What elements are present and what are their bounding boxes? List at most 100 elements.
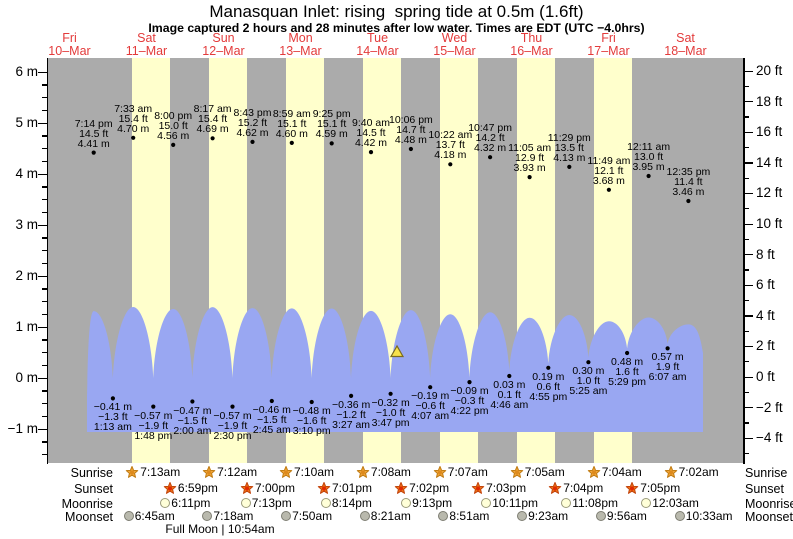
sunrise-icon [202, 465, 216, 479]
sunset-entry: 7:05pm [625, 481, 680, 495]
sunset-time: 6:59pm [177, 481, 218, 495]
m-axis-tick [37, 428, 47, 430]
low-tide-text-line: −0.46 m [252, 404, 291, 416]
moonset-time: 7:50am [292, 509, 333, 523]
sunrise-time: 7:07am [447, 465, 488, 479]
m-axis-tick [37, 224, 47, 226]
m-axis-tick [41, 441, 47, 443]
low-tide-text-line: 1.9 ft [655, 361, 680, 374]
sunrise-icon [664, 465, 678, 479]
high-tide-text-line: 3.46 m [672, 186, 705, 198]
sunrise-entry: 7:08am [356, 465, 411, 479]
moonset-time: 7:18am [213, 509, 254, 523]
ft-axis-label: −2 ft [756, 399, 783, 415]
high-tide-text-line: 11.4 ft [674, 176, 703, 188]
right-axis-line [743, 58, 745, 464]
m-axis-tick [41, 454, 47, 456]
high-tide-annotation: 11:29 pm 13.5 ft 4.13 m [541, 133, 597, 164]
ft-axis-label: 4 ft [756, 307, 775, 323]
high-tide-text-line: 15.1 ft [317, 118, 347, 131]
high-tide-text-line: 10:06 pm [389, 114, 433, 126]
low-tide-text-line: 0.57 m [651, 351, 684, 364]
ft-axis-tick [744, 147, 749, 149]
moonrise-row-label-left: Moonrise [61, 496, 113, 511]
low-tide-text-line: 0.03 m [493, 379, 526, 391]
high-tide-annotation: 8:59 am 15.1 ft 4.60 m [264, 109, 320, 140]
low-tide-annotation: 0.48 m 1.6 ft 5:29 pm [599, 357, 655, 388]
high-tide-text-line: 15.4 ft [197, 113, 228, 126]
low-tide-text-line: 2:30 pm [213, 429, 252, 442]
moonrise-icon [160, 497, 171, 508]
low-tide-text-line: 1:48 pm [134, 429, 173, 442]
high-tide-text-line: 8:00 pm [154, 109, 193, 122]
low-tide-text-line: 4:22 pm [450, 405, 489, 418]
low-tide-annotation: −0.19 m −0.6 ft 4:07 am [402, 390, 458, 422]
sunrise-time: 7:05am [524, 465, 565, 479]
low-tide-text-line: 1.0 ft [576, 375, 601, 388]
ft-axis-tick [744, 223, 753, 225]
high-tide-text-line: 3.93 m [513, 162, 546, 175]
moonrise-time: 9:13pm [412, 495, 453, 510]
low-tide-annotation: −0.48 m −1.6 ft 3:10 pm [284, 405, 340, 437]
high-tide-annotation: 11:49 am 12.1 ft 3.68 m [581, 156, 637, 187]
sunset-time: 7:02pm [409, 481, 450, 495]
sunset-time: 7:00pm [255, 481, 296, 495]
low-tide-annotation: −0.57 m −1.9 ft 1:48 pm [125, 410, 181, 442]
high-tide-text-line: 11:05 am [508, 142, 552, 155]
ft-axis-label: 16 ft [756, 124, 783, 140]
moonrise-entry: 10:11pm [481, 496, 538, 510]
low-tide-text-line: −0.19 m [411, 390, 450, 403]
day-date: 17–Mar [587, 44, 630, 58]
ft-axis-tick [744, 300, 749, 302]
moonset-entry: 7:50am [281, 509, 332, 523]
sunrise-time: 7:10am [294, 465, 335, 479]
sunrise-icon [510, 465, 524, 479]
moonrise-icon [401, 497, 412, 508]
m-axis-tick [37, 377, 47, 379]
high-tide-text-line: 15.1 ft [277, 117, 307, 130]
m-axis-tick [41, 339, 47, 341]
moonrise-row-label-right: Moonrise [745, 496, 793, 511]
left-axis-line [46, 58, 48, 464]
ft-axis-label: 20 ft [756, 63, 783, 78]
m-axis-tick [41, 390, 47, 392]
low-tide-text-line: −1.5 ft [177, 414, 208, 427]
high-tide-annotation: 8:43 pm 15.2 ft 4.62 m [225, 108, 281, 139]
high-tide-text-line: 9:40 am [352, 117, 390, 130]
high-tide-text-line: 4.18 m [434, 149, 467, 162]
sunset-row-label-right: Sunset [745, 482, 784, 496]
low-tide-text-line: −0.48 m [292, 405, 331, 417]
sunset-icon [471, 481, 485, 495]
low-tide-text-line: 5:29 pm [608, 376, 647, 388]
low-tide-text-line: −1.0 ft [375, 406, 406, 419]
m-axis-label: 5 m [15, 115, 38, 130]
ft-axis-label: −4 ft [756, 430, 783, 446]
m-axis-label: 0 m [15, 370, 38, 385]
day-name: Tue [366, 31, 389, 45]
high-tide-text-line: 14.5 ft [356, 127, 386, 140]
high-tide-annotation: 9:25 pm 15.1 ft 4.59 m [304, 109, 360, 140]
m-axis-tick [41, 84, 47, 86]
low-tide-text-line: 4:46 am [490, 399, 529, 411]
m-axis-label: 3 m [15, 217, 38, 232]
sunrise-time: 7:12am [217, 465, 258, 479]
moonset-icon [281, 511, 292, 521]
low-tide-text-line: 1:13 am [93, 421, 132, 434]
ft-axis-tick [744, 437, 753, 439]
low-tide-text-line: −0.57 m [213, 409, 252, 422]
sunrise-icon [356, 465, 370, 479]
high-tide-text-line: 7:33 am [114, 102, 153, 115]
sunset-entry: 7:01pm [317, 481, 372, 495]
low-tide-text-line: −1.3 ft [98, 411, 128, 424]
ft-axis-label: 8 ft [756, 246, 775, 262]
low-tide-text-line: −1.2 ft [336, 408, 366, 421]
high-tide-annotation: 7:33 am 15.4 ft 4.70 m [105, 102, 161, 135]
high-tide-text-line: 12.9 ft [514, 152, 545, 165]
high-tide-text-line: 4.32 m [474, 142, 507, 155]
low-tide-text-line: −0.41 m [93, 401, 132, 414]
moonrise-icon [240, 497, 251, 508]
high-tide-annotation: 7:14 pm 14.5 ft 4.41 m [66, 118, 122, 149]
ft-axis-tick [744, 101, 753, 103]
page-title: Manasquan Inlet: rising spring tide at 0… [209, 2, 584, 21]
moonrise-entry: 8:14pm [320, 496, 372, 510]
